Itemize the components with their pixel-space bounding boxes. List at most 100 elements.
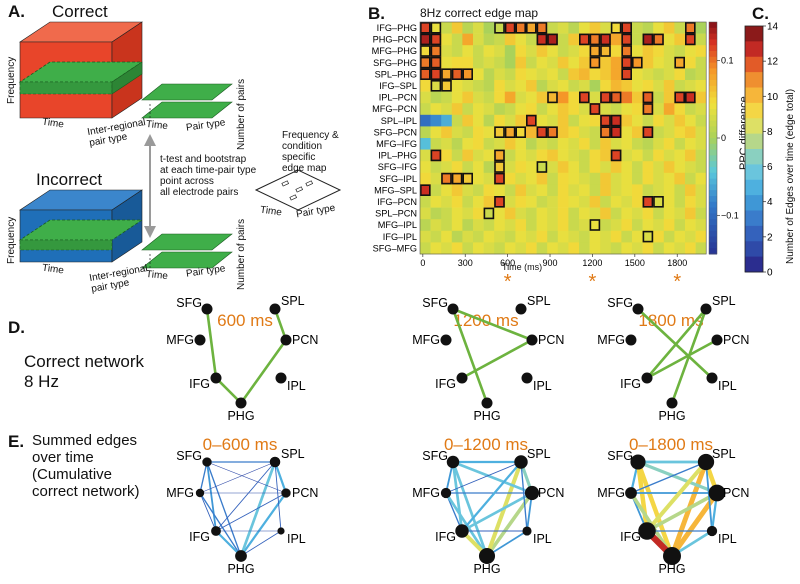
significant-edge-box: [600, 126, 611, 138]
network-edge: [199, 461, 276, 494]
heatmap-cell: [441, 219, 453, 232]
heatmap-cell: [610, 45, 622, 58]
edge-colorbar-tick-label: 10: [767, 92, 779, 103]
heatmap-cell: [420, 184, 431, 197]
ppc-colorbar-segment: [709, 91, 717, 98]
heatmap-cell: [674, 230, 686, 243]
significance-star: *: [673, 271, 681, 293]
heatmap-cell: [483, 22, 495, 34]
heatmap-cell: [451, 126, 463, 139]
significant-edge-box: [536, 21, 548, 34]
network-edge: [630, 461, 707, 494]
significant-edge-box: [600, 114, 611, 127]
heatmap-cell: [610, 114, 622, 127]
panel-e-title: Summed edges over time (Cumulative correct …: [32, 432, 140, 500]
heatmap-cell: [632, 103, 643, 116]
heatmap-cell: [515, 219, 527, 232]
heatmap-cell: [695, 230, 707, 243]
heatmap-cell: [451, 242, 463, 255]
network-node: [440, 487, 452, 499]
ppc-colorbar-tick-label: −0.1: [721, 210, 739, 220]
significant-edge-box: [610, 91, 622, 104]
heatmap-cell: [451, 161, 463, 174]
heatmap-cell: [653, 114, 665, 127]
heatmap-row-label: IFG–PHG: [377, 23, 417, 33]
heatmap-cell: [494, 114, 506, 127]
heatmap-cell: [526, 219, 537, 232]
heatmap-cell: [642, 172, 654, 185]
heatmap-cell: [451, 196, 463, 208]
edge-colorbar-tick-label: 4: [767, 197, 773, 208]
heatmap-cell: [579, 91, 590, 104]
heatmap-cell: [674, 196, 686, 208]
heatmap-cell: [610, 149, 622, 162]
heatmap-cell: [600, 80, 612, 92]
heatmap-cell: [504, 230, 516, 243]
heatmap-cell: [685, 196, 696, 208]
heatmap-cell: [579, 219, 590, 232]
heatmap-cell: [568, 22, 580, 34]
heatmap-cell: [621, 149, 633, 162]
heatmap-cell: [515, 114, 527, 127]
heatmap-cell: [547, 126, 559, 139]
network-node-label: PHG: [473, 562, 500, 576]
slab-incorrect-front: [141, 251, 233, 269]
heatmap-cell: [462, 45, 474, 58]
edge-map-description: Frequency & condition specific edge map: [282, 130, 339, 174]
heatmap-cell: [695, 103, 707, 116]
heatmap-cell: [420, 33, 431, 46]
heatmap-cell: [653, 126, 665, 139]
heatmap-xtick-label: 1500: [625, 258, 645, 268]
significant-edge-box: [536, 126, 548, 138]
heatmap-cell: [504, 219, 516, 232]
heatmap-cell: [685, 242, 696, 255]
heatmap-cell: [462, 184, 474, 197]
heatmap-cell: [685, 138, 696, 150]
heatmap-cell: [568, 80, 580, 92]
heatmap-cell: [653, 184, 665, 197]
heatmap-cell: [685, 161, 696, 174]
heatmap-cell: [674, 56, 686, 69]
ppc-colorbar-segment: [709, 103, 717, 110]
network-node-label: IFG: [435, 377, 456, 391]
heatmap-cell: [462, 207, 474, 220]
heatmap-cell: [462, 103, 474, 116]
heatmap-cell: [568, 219, 580, 232]
heatmap-cell: [483, 68, 495, 81]
heatmap-cell: [600, 22, 612, 34]
heatmap-cell: [632, 68, 643, 81]
heatmap-cell: [515, 56, 527, 69]
heatmap-cell: [473, 22, 484, 34]
significant-edge-box: [451, 172, 463, 185]
cumulative-time-title: 0–1800 ms: [629, 435, 713, 454]
heatmap-cell: [589, 126, 601, 139]
heatmap-cell: [547, 219, 559, 232]
heatmap-cell: [642, 138, 654, 150]
heatmap-cell: [420, 126, 431, 139]
significant-edge-box: [684, 91, 696, 104]
ppc-colorbar-segment: [709, 51, 717, 58]
heatmap-cell: [451, 80, 463, 92]
heatmap-cell: [632, 56, 643, 69]
heatmap-cell: [462, 138, 474, 150]
heatmap-cell: [589, 22, 601, 34]
heatmap-cell: [589, 149, 601, 162]
heatmap-cell: [589, 207, 601, 220]
significant-edge-box: [621, 21, 633, 34]
heatmap-cell: [462, 114, 474, 127]
panel-label-a: A.: [8, 2, 25, 21]
heatmap-cell: [420, 219, 431, 232]
network-node: [666, 397, 678, 409]
heatmap-cell: [642, 56, 654, 69]
heatmap-cell: [695, 68, 707, 81]
heatmap-cell: [504, 242, 516, 255]
network-edge: [215, 492, 287, 532]
heatmap-cell: [526, 45, 537, 58]
significant-edge-box: [589, 56, 601, 69]
heatmap-cell: [653, 138, 665, 150]
heatmap-cell: [547, 196, 559, 208]
significant-edge-box: [621, 45, 633, 57]
significant-edge-box: [525, 21, 537, 34]
heatmap-cell: [515, 80, 527, 92]
heatmap-cell: [526, 114, 537, 127]
